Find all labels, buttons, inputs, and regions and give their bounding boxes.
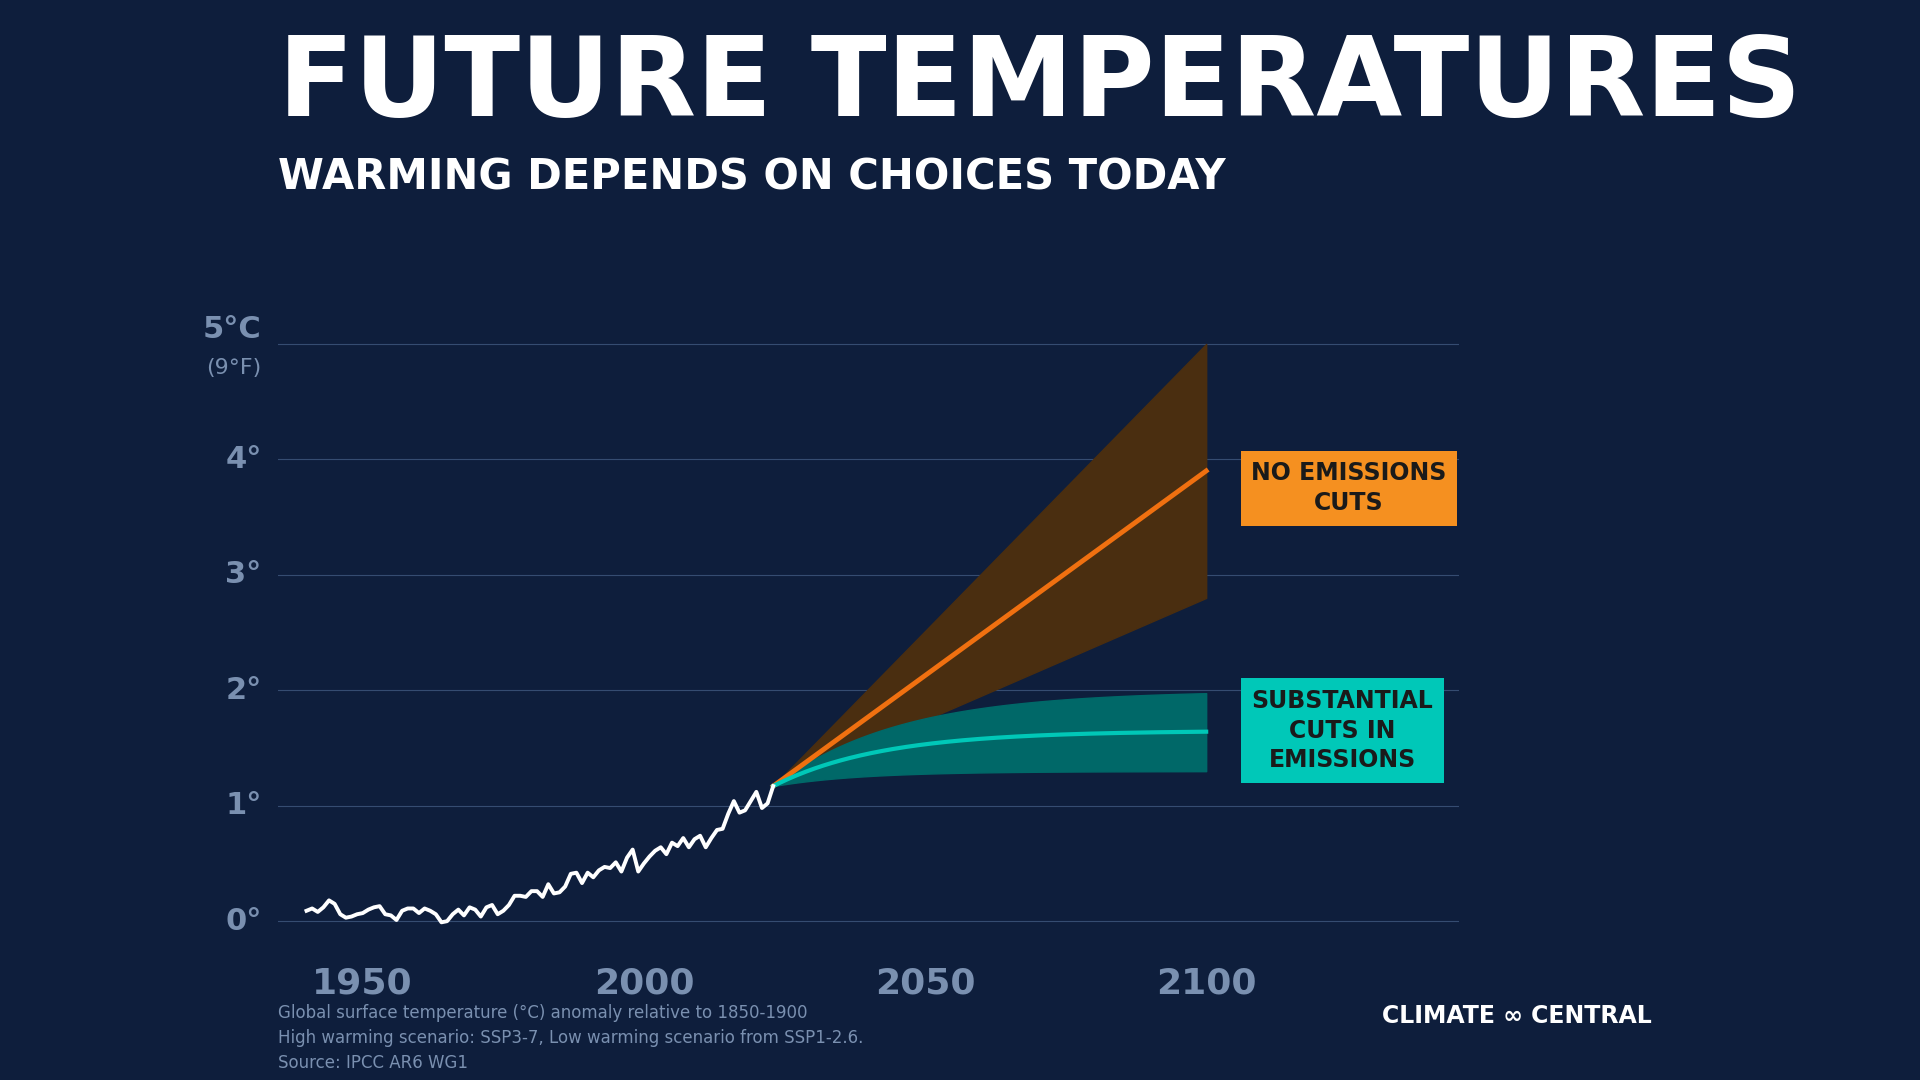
Text: NO EMISSIONS
CUTS: NO EMISSIONS CUTS [1252,461,1446,515]
Text: SUBSTANTIAL
CUTS IN
EMISSIONS: SUBSTANTIAL CUTS IN EMISSIONS [1252,689,1432,772]
Text: 5°C: 5°C [204,315,261,343]
Text: Global surface temperature (°C) anomaly relative to 1850-1900
High warming scena: Global surface temperature (°C) anomaly … [278,1004,864,1072]
Text: CLIMATE ∞ CENTRAL: CLIMATE ∞ CENTRAL [1382,1004,1651,1028]
Text: 3°: 3° [225,561,261,590]
Text: 4°: 4° [225,445,261,474]
Text: (9°F): (9°F) [205,357,261,378]
Text: 1°: 1° [225,792,261,820]
Text: 0°: 0° [225,907,261,935]
Text: WARMING DEPENDS ON CHOICES TODAY: WARMING DEPENDS ON CHOICES TODAY [278,157,1227,199]
Text: FUTURE TEMPERATURES: FUTURE TEMPERATURES [278,32,1801,139]
Text: 2°: 2° [225,676,261,705]
